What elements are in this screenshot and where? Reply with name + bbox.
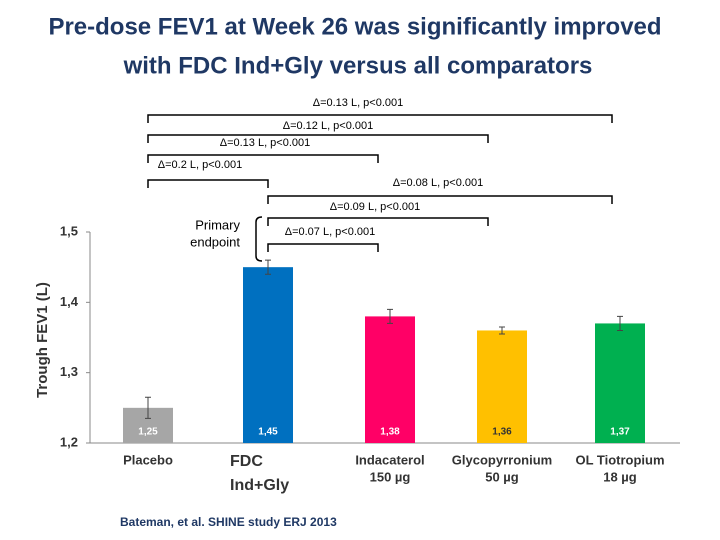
error-bar bbox=[145, 396, 151, 419]
value-label: 1,25 bbox=[138, 427, 158, 438]
bar bbox=[477, 330, 527, 443]
value-label: 1,37 bbox=[610, 427, 630, 438]
error-bar bbox=[265, 259, 271, 275]
x-tick-label: Glycopyrronium bbox=[452, 452, 552, 467]
primary-endpoint: endpoint bbox=[190, 234, 240, 249]
x-tick-label: 50 µg bbox=[485, 469, 519, 484]
x-tick-label: 18 µg bbox=[603, 469, 637, 484]
x-tick-label: 150 µg bbox=[370, 469, 411, 484]
value-label: 1,38 bbox=[380, 427, 400, 438]
y-tick-label: 1,2 bbox=[60, 434, 78, 449]
x-tick-label: OL Tiotropium bbox=[575, 452, 664, 467]
annotation: Δ=0.08 L, p<0.001 bbox=[393, 177, 484, 189]
significance-bracket bbox=[147, 154, 379, 163]
y-tick-label: 1,5 bbox=[60, 223, 78, 238]
annotation: Δ=0.07 L, p<0.001 bbox=[285, 226, 376, 238]
chart-title: with FDC Ind+Gly versus all comparators bbox=[123, 52, 593, 79]
annotation: Δ=0.09 L, p<0.001 bbox=[330, 201, 421, 213]
significance-bracket bbox=[267, 217, 489, 226]
x-tick-label: FDC bbox=[230, 453, 263, 470]
annotation: Δ=0.13 L, p<0.001 bbox=[313, 97, 404, 109]
x-tick-label: Ind+Gly bbox=[230, 477, 289, 494]
y-tick-label: 1,4 bbox=[60, 294, 79, 309]
y-tick-label: 1,3 bbox=[60, 364, 78, 379]
bar bbox=[243, 267, 293, 443]
significance-bracket bbox=[267, 243, 379, 252]
significance-bracket bbox=[147, 179, 269, 188]
error-bar bbox=[617, 315, 623, 331]
significance-bracket bbox=[147, 134, 489, 143]
annotation: Δ=0.2 L, p<0.001 bbox=[158, 159, 242, 171]
y-axis-label: Trough FEV1 (L) bbox=[34, 282, 51, 398]
bar bbox=[595, 323, 645, 443]
primary-endpoint: Primary bbox=[195, 217, 240, 232]
significance-bracket bbox=[267, 195, 613, 204]
error-bar bbox=[387, 308, 393, 324]
x-tick-label: Indacaterol bbox=[355, 452, 424, 467]
chart-title: Pre-dose FEV1 at Week 26 was significant… bbox=[48, 13, 661, 40]
value-label: 1,45 bbox=[258, 427, 278, 438]
endpoint-bracket bbox=[255, 216, 263, 262]
x-tick-label: Placebo bbox=[123, 452, 173, 467]
bar bbox=[365, 316, 415, 443]
annotation: Δ=0.12 L, p<0.001 bbox=[283, 120, 374, 132]
source: Bateman, et al. SHINE study ERJ 2013 bbox=[120, 515, 337, 529]
annotation: Δ=0.13 L, p<0.001 bbox=[220, 137, 311, 149]
error-bar bbox=[499, 326, 505, 335]
significance-bracket bbox=[147, 114, 613, 123]
value-label: 1,36 bbox=[492, 427, 512, 438]
